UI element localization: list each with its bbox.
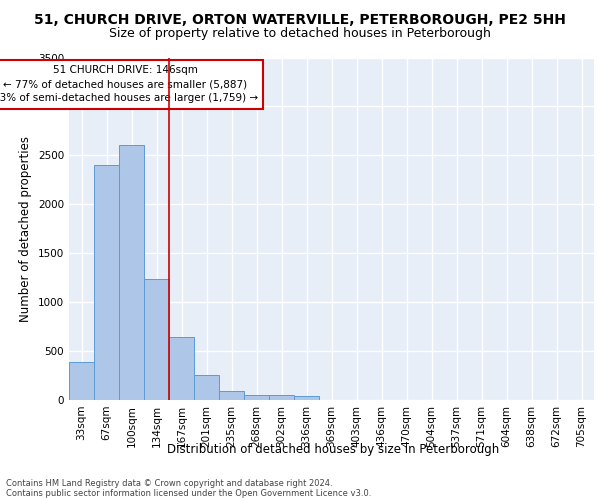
Bar	[119, 144, 144, 400]
Text: Contains HM Land Registry data © Crown copyright and database right 2024.: Contains HM Land Registry data © Crown c…	[6, 478, 332, 488]
Y-axis label: Number of detached properties: Number of detached properties	[19, 136, 32, 322]
Text: Contains public sector information licensed under the Open Government Licence v3: Contains public sector information licen…	[6, 488, 371, 498]
Bar	[294, 396, 319, 400]
Text: Size of property relative to detached houses in Peterborough: Size of property relative to detached ho…	[109, 28, 491, 40]
Bar	[94, 165, 119, 400]
Text: 51, CHURCH DRIVE, ORTON WATERVILLE, PETERBOROUGH, PE2 5HH: 51, CHURCH DRIVE, ORTON WATERVILLE, PETE…	[34, 12, 566, 26]
Bar	[219, 391, 244, 400]
Bar	[169, 338, 194, 400]
Bar	[69, 362, 94, 400]
Bar	[244, 394, 269, 400]
Bar	[144, 278, 169, 400]
Text: Distribution of detached houses by size in Peterborough: Distribution of detached houses by size …	[167, 442, 499, 456]
Bar	[194, 375, 219, 400]
Text: 51 CHURCH DRIVE: 146sqm
← 77% of detached houses are smaller (5,887)
23% of semi: 51 CHURCH DRIVE: 146sqm ← 77% of detache…	[0, 66, 258, 104]
Bar	[269, 394, 294, 400]
